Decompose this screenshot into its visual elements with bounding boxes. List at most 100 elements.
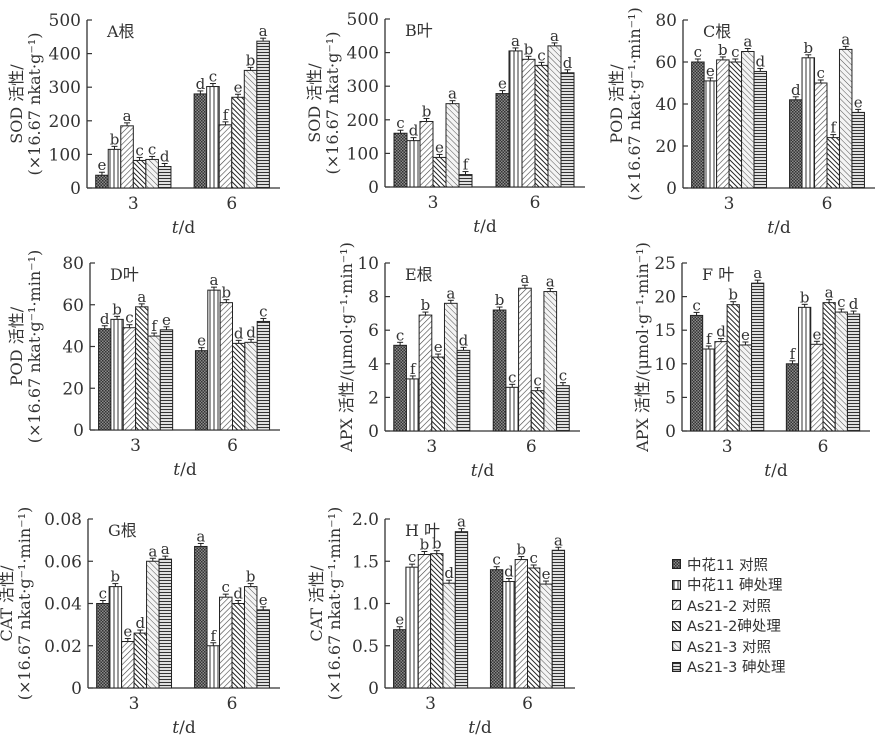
bar bbox=[207, 289, 221, 431]
x-axis-label-unit: /d bbox=[771, 461, 788, 481]
significance-letter: d bbox=[233, 585, 243, 603]
panel-title: D叶 bbox=[110, 265, 139, 284]
significance-letter: a bbox=[161, 540, 170, 558]
significance-letter: a bbox=[137, 288, 146, 306]
y-tick-label: 0.5 bbox=[352, 637, 379, 657]
y-tick-label: 15 bbox=[654, 321, 676, 341]
x-axis-label: t/d bbox=[173, 460, 197, 480]
significance-letter: d bbox=[459, 331, 469, 349]
significance-letter: a bbox=[546, 273, 555, 291]
y-tick-label: 0.08 bbox=[44, 510, 82, 530]
significance-letter: f bbox=[151, 317, 158, 335]
panel-title: C根 bbox=[703, 22, 731, 41]
y-axis-label-unit: (×16.67 nkat·g⁻¹) bbox=[25, 33, 44, 176]
x-axis-label-var: t bbox=[172, 718, 179, 736]
bar bbox=[96, 603, 110, 689]
bar bbox=[489, 569, 504, 689]
bar bbox=[194, 350, 209, 431]
bar bbox=[98, 328, 112, 431]
legend-item: As21-2砷处理 bbox=[672, 616, 786, 637]
legend-swatch bbox=[672, 620, 681, 631]
significance-letter: a bbox=[753, 264, 762, 282]
significance-letter: c bbox=[135, 141, 143, 159]
legend-item: 中花11 对照 bbox=[672, 554, 786, 575]
significance-letter: c bbox=[99, 585, 107, 603]
bar bbox=[231, 96, 245, 189]
bar bbox=[445, 103, 460, 188]
bar bbox=[244, 341, 258, 431]
bar bbox=[442, 582, 456, 689]
bar bbox=[406, 140, 421, 188]
bar bbox=[431, 356, 445, 432]
y-tick-label: 0 bbox=[73, 421, 84, 441]
bar bbox=[456, 349, 471, 432]
significance-letter: e bbox=[435, 138, 444, 156]
significance-letter: e bbox=[395, 611, 404, 629]
x-tick-label: 6 bbox=[226, 194, 237, 214]
bar bbox=[430, 553, 444, 689]
x-tick-label: 3 bbox=[724, 194, 735, 214]
y-tick-label: 300 bbox=[49, 78, 81, 98]
significance-letter: c bbox=[559, 367, 567, 385]
bar bbox=[789, 99, 803, 189]
x-axis-label: t/d bbox=[172, 718, 196, 736]
y-tick-label: 100 bbox=[347, 144, 379, 164]
y-tick-label: 0.06 bbox=[44, 552, 82, 572]
bar bbox=[193, 93, 208, 189]
significance-letter: c bbox=[396, 326, 404, 344]
bar bbox=[551, 549, 566, 689]
bar bbox=[107, 148, 122, 189]
significance-letter: b bbox=[420, 535, 430, 553]
significance-letter: a bbox=[511, 32, 520, 50]
bar bbox=[243, 69, 258, 189]
bar bbox=[810, 343, 824, 432]
bar bbox=[157, 165, 172, 189]
legend-label: 中花11 砷处理 bbox=[687, 578, 783, 595]
significance-letter: a bbox=[259, 22, 268, 40]
y-tick-label: 200 bbox=[347, 111, 379, 131]
bar bbox=[256, 40, 270, 189]
y-tick-label: 2.0 bbox=[352, 510, 379, 530]
legend-swatch-icon bbox=[672, 641, 681, 652]
significance-letter: e bbox=[98, 156, 107, 174]
y-tick-label: 400 bbox=[347, 44, 379, 64]
bar bbox=[703, 80, 718, 189]
bar bbox=[206, 645, 221, 689]
y-tick-label: 0 bbox=[368, 679, 379, 699]
significance-letter: e bbox=[542, 565, 551, 583]
legend-swatch bbox=[672, 661, 681, 672]
legend-item: As21-3 对照 bbox=[672, 636, 786, 657]
bar bbox=[508, 50, 523, 188]
significance-letter: a bbox=[520, 269, 529, 287]
x-axis-label-unit: /d bbox=[180, 460, 197, 480]
legend-label: 中花11 对照 bbox=[687, 557, 769, 574]
significance-letter: b bbox=[110, 130, 120, 148]
bar bbox=[243, 586, 258, 689]
bar bbox=[543, 291, 558, 432]
bar bbox=[443, 302, 458, 432]
significance-letter: d bbox=[100, 310, 110, 328]
significance-letter: f bbox=[223, 106, 230, 124]
legend-swatch-icon bbox=[672, 661, 681, 672]
panel-title: H 叶 bbox=[405, 521, 440, 540]
legend-swatch-icon bbox=[672, 600, 681, 611]
x-tick-label: 6 bbox=[526, 437, 537, 457]
y-tick-label: 80 bbox=[62, 254, 84, 274]
bar bbox=[530, 390, 545, 432]
legend-swatch bbox=[672, 579, 681, 590]
significance-letter: b bbox=[422, 102, 432, 120]
significance-letter: a bbox=[196, 527, 205, 545]
legend-label: As21-2砷处理 bbox=[687, 619, 781, 636]
significance-letter: b bbox=[517, 541, 527, 559]
y-tick-label: 500 bbox=[347, 10, 379, 30]
significance-letter: c bbox=[492, 551, 500, 569]
bar bbox=[393, 132, 408, 188]
significance-letter: d bbox=[755, 52, 765, 70]
bar bbox=[194, 545, 208, 689]
panel-title: B叶 bbox=[405, 21, 433, 40]
significance-letter: b bbox=[246, 51, 256, 69]
